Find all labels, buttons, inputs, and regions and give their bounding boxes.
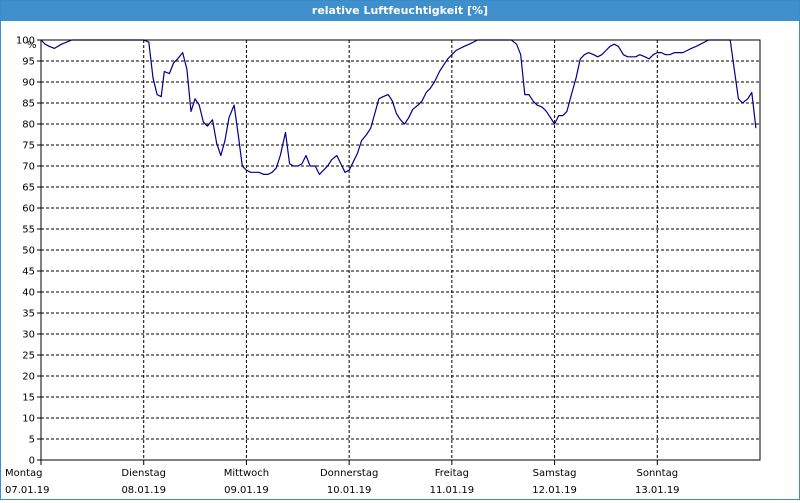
y-tick-label: 10	[22, 414, 35, 425]
y-tick-label: 35	[22, 309, 35, 320]
y-tick-label: 0	[29, 456, 35, 467]
humidity-chart: 0 5 10 15 20 25 30 35 40 45 50 55 60 65 70 75 80 85 90 95 10…	[5, 36, 761, 496]
x-tick-label-date: 11.01.19	[430, 485, 475, 496]
y-tick-label: 45	[22, 267, 35, 278]
x-tick-label-day: Donnerstag	[320, 468, 378, 479]
y-tick-label: 95	[22, 57, 35, 68]
y-tick-label: 55	[22, 225, 35, 236]
x-tick-label-date: 09.01.19	[224, 485, 269, 496]
y-tick-label: 15	[22, 393, 35, 404]
y-tick-label: 70	[22, 162, 35, 173]
y-tick-label: 30	[22, 330, 35, 341]
y-tick-label: 65	[22, 183, 35, 194]
x-tick-label-date: 13.01.19	[635, 485, 680, 496]
y-axis-unit-label: %	[27, 40, 37, 51]
window-title: relative Luftfeuchtigkeit [%]	[1, 1, 799, 21]
y-tick-label: 25	[22, 351, 35, 362]
series-layer	[40, 39, 757, 175]
x-tick-label-date: 08.01.19	[121, 485, 166, 496]
x-tick-label-day: Sonntag	[637, 468, 679, 479]
plot-frame	[40, 39, 761, 461]
x-tick-label-day: Freitag	[435, 468, 469, 479]
y-tick-label: 100	[16, 36, 35, 47]
grid	[41, 40, 760, 460]
x-tick-label-day: Montag	[5, 468, 42, 479]
y-tick-label: 60	[22, 204, 35, 215]
y-tick-label: 90	[22, 78, 35, 89]
x-tick-label-date: 10.01.19	[327, 485, 372, 496]
x-tick-label-day: Samstag	[533, 468, 577, 479]
y-tick-label: 5	[29, 435, 35, 446]
x-axis: Montag 07.01.19 Dienstag 08.01.19 Mittwoch 09…	[5, 460, 680, 496]
x-tick-label-date: 07.01.19	[5, 485, 50, 496]
y-tick-label: 50	[22, 246, 35, 257]
y-tick-label: 20	[22, 372, 35, 383]
x-tick-label-date: 12.01.19	[532, 485, 577, 496]
y-tick-label: 80	[22, 120, 35, 131]
y-tick-label: 75	[22, 141, 35, 152]
x-tick-label-day: Dienstag	[121, 468, 166, 479]
y-tick-label: 85	[22, 99, 35, 110]
y-axis: 0 5 10 15 20 25 30 35 40 45 50 55 60 65 70 75 80 85 90 95 10…	[16, 36, 41, 467]
series-line-humidity	[40, 39, 757, 175]
y-tick-label: 40	[22, 288, 35, 299]
x-tick-label-day: Mittwoch	[224, 468, 269, 479]
